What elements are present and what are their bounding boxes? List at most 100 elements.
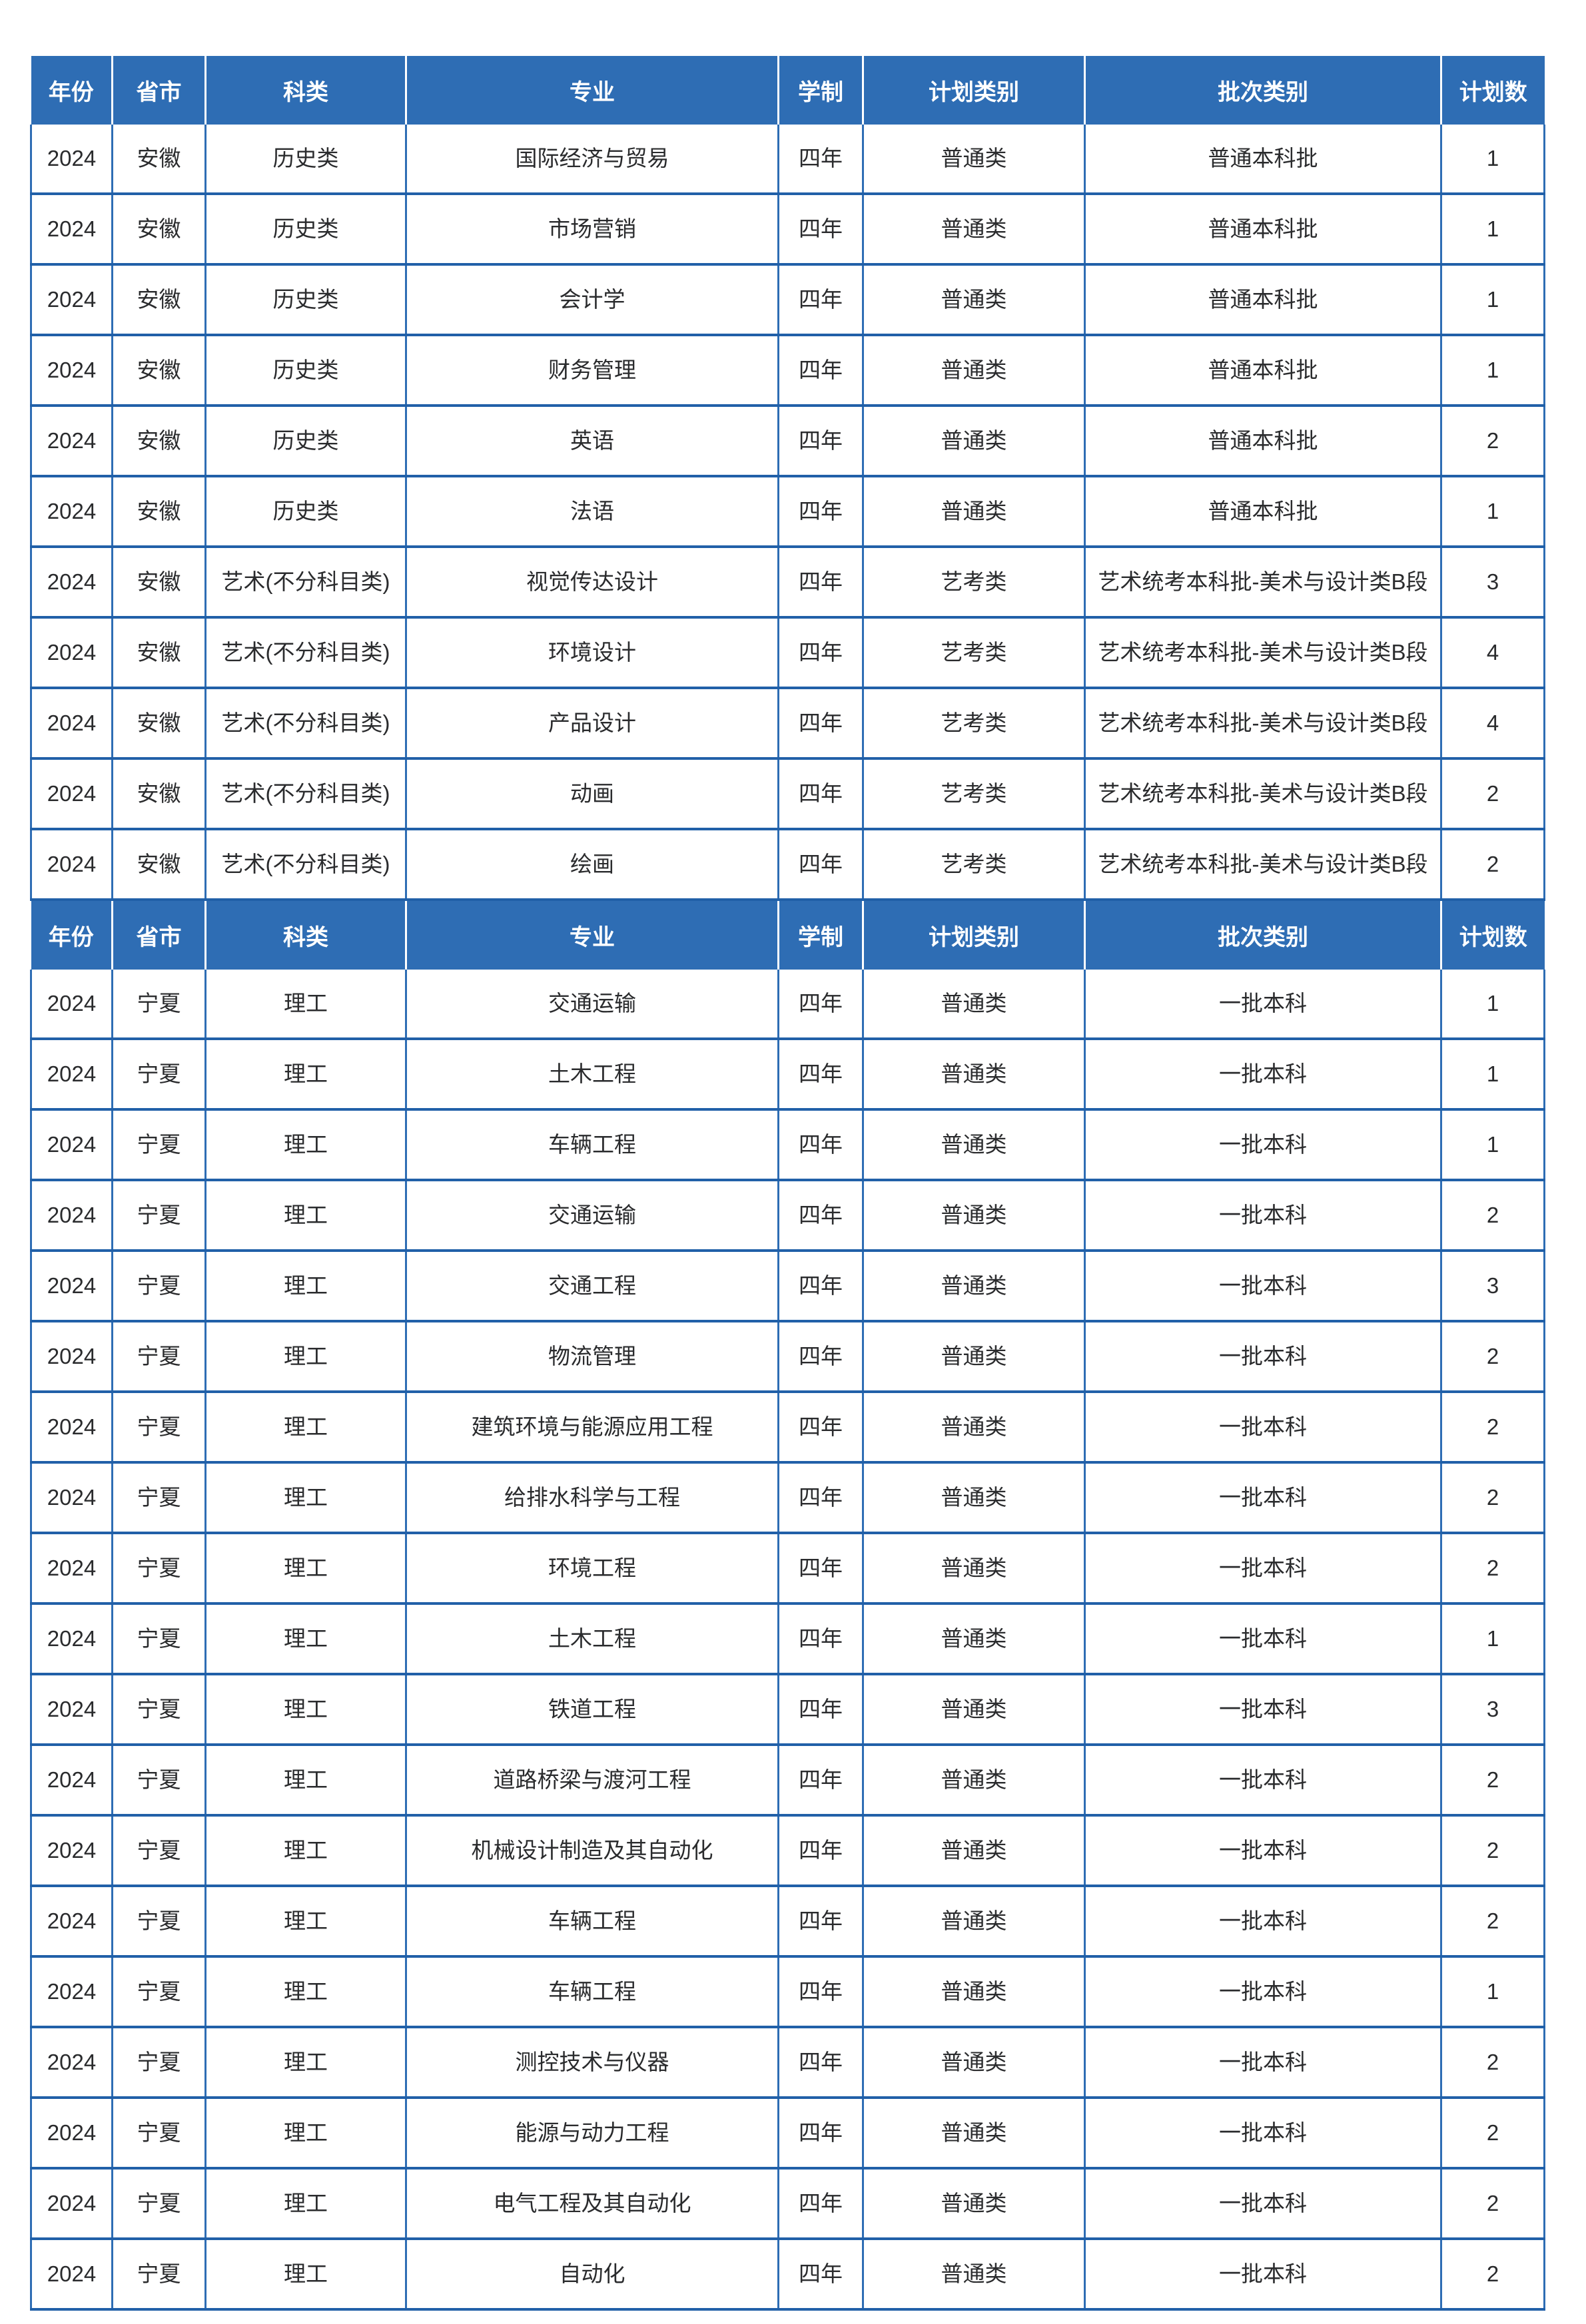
cell-major: 财务管理 xyxy=(405,335,779,407)
cell-batch-type: 一批本科 xyxy=(1084,1603,1442,1675)
cell-subject-category: 艺术(不分科目类) xyxy=(204,547,407,619)
admission-plan-table: 年份 省市 科类 专业 学制 计划类别 批次类别 计划数 2024 安徽 历史类 国际经济与贸易 四年普… xyxy=(30,56,1545,2311)
cell-batch-type: 一批本科 xyxy=(1084,1886,1442,1958)
table-row: 2024 安徽 艺术(不分科目类) 产品设计 四年 艺考类 艺术统考本科批-美术与设计类B段… xyxy=(30,688,1545,760)
cell-plan-count: 2 xyxy=(1440,2027,1545,2099)
cell-plan-count: 1 xyxy=(1440,970,1545,1040)
cell-plan-type: 普通类 xyxy=(862,1674,1086,1746)
admission-plan-table-body: 年份 省市 科类 专业 学制 计划类别 批次类别 计划数 2024 安徽 历史类 国际经济与贸易 四年普… xyxy=(30,56,1545,2311)
table-row: 2024 宁夏 理工 环境工程 四年 普通类 一批本科 2 xyxy=(30,1533,1545,1605)
cell-plan-type: 普通类 xyxy=(862,476,1086,548)
cell-province: 宁夏 xyxy=(111,1533,206,1605)
cell-year: 2024 xyxy=(30,2239,113,2311)
table-row: 2024 安徽 历史类 英语 四年 普通类 普通本科批 2 xyxy=(30,406,1545,477)
cell-major: 英语 xyxy=(405,406,779,477)
cell-province: 宁夏 xyxy=(111,1251,206,1322)
column-header: 批次类别 xyxy=(1084,900,1441,970)
cell-major: 车辆工程 xyxy=(405,1956,779,2028)
table-row: 2024 宁夏 理工 自动化 四年 普通类 一批本科 2 xyxy=(30,2239,1545,2311)
cell-year: 2024 xyxy=(30,688,113,760)
cell-year: 2024 xyxy=(30,1039,113,1111)
table-row: 2024 宁夏 理工 车辆工程 四年 普通类 一批本科 2 xyxy=(30,1886,1545,1958)
cell-province: 宁夏 xyxy=(111,2098,206,2170)
cell-year: 2024 xyxy=(30,547,113,619)
cell-subject-category: 理工 xyxy=(204,1886,407,1958)
cell-plan-count: 3 xyxy=(1440,1251,1545,1322)
cell-duration: 四年 xyxy=(777,1251,864,1322)
table-row: 2024 宁夏 理工 给排水科学与工程 四年 普通类 一批本科 2 xyxy=(30,1462,1545,1534)
cell-year: 2024 xyxy=(30,970,113,1040)
cell-plan-count: 2 xyxy=(1440,1886,1545,1958)
cell-province: 宁夏 xyxy=(111,1109,206,1181)
cell-plan-type: 普通类 xyxy=(862,194,1086,266)
cell-major: 电气工程及其自动化 xyxy=(405,2168,779,2240)
cell-duration: 四年 xyxy=(777,1109,864,1181)
cell-major: 物流管理 xyxy=(405,1321,779,1393)
cell-year: 2024 xyxy=(30,1603,113,1675)
column-header: 科类 xyxy=(204,56,406,125)
cell-major: 交通运输 xyxy=(405,1180,779,1252)
cell-year: 2024 xyxy=(30,617,113,689)
cell-plan-count: 4 xyxy=(1440,688,1545,760)
column-header: 年份 xyxy=(31,900,113,970)
cell-year: 2024 xyxy=(30,1886,113,1958)
cell-plan-count: 2 xyxy=(1440,2098,1545,2170)
cell-plan-count: 3 xyxy=(1440,547,1545,619)
column-header: 年份 xyxy=(31,56,113,125)
cell-plan-type: 普通类 xyxy=(862,2239,1086,2311)
column-header: 计划数 xyxy=(1440,56,1545,125)
cell-subject-category: 理工 xyxy=(204,2027,407,2099)
cell-year: 2024 xyxy=(30,1533,113,1605)
cell-duration: 四年 xyxy=(777,1603,864,1675)
cell-year: 2024 xyxy=(30,1815,113,1887)
table-row: 2024 宁夏 理工 交通工程 四年 普通类 一批本科 3 xyxy=(30,1251,1545,1322)
cell-subject-category: 理工 xyxy=(204,1745,407,1817)
cell-year: 2024 xyxy=(30,758,113,830)
cell-year: 2024 xyxy=(30,1956,113,2028)
cell-province: 宁夏 xyxy=(111,1745,206,1817)
cell-plan-count: 1 xyxy=(1440,1603,1545,1675)
cell-province: 宁夏 xyxy=(111,1603,206,1675)
cell-batch-type: 普通本科批 xyxy=(1084,406,1442,477)
cell-province: 安徽 xyxy=(111,547,206,619)
cell-plan-count: 1 xyxy=(1440,335,1545,407)
cell-major: 能源与动力工程 xyxy=(405,2098,779,2170)
cell-subject-category: 历史类 xyxy=(204,406,407,477)
cell-subject-category: 理工 xyxy=(204,2098,407,2170)
cell-province: 宁夏 xyxy=(111,970,206,1040)
cell-plan-count: 2 xyxy=(1440,1745,1545,1817)
cell-province: 安徽 xyxy=(111,476,206,548)
cell-major: 测控技术与仪器 xyxy=(405,2027,779,2099)
column-header: 专业 xyxy=(405,56,779,125)
cell-year: 2024 xyxy=(30,1462,113,1534)
cell-subject-category: 理工 xyxy=(204,1180,407,1252)
cell-plan-type: 普通类 xyxy=(862,1603,1086,1675)
cell-plan-type: 普通类 xyxy=(862,1251,1086,1322)
cell-batch-type: 一批本科 xyxy=(1084,1533,1442,1605)
cell-plan-type: 普通类 xyxy=(862,1886,1086,1958)
cell-duration: 四年 xyxy=(777,2168,864,2240)
cell-duration: 四年 xyxy=(777,617,864,689)
table-row: 2024 安徽 历史类 会计学 四年 普通类 普通本科批 1 xyxy=(30,264,1545,336)
table-row: 2024 宁夏 理工 机械设计制造及其自动化 四年 普通类 一批本科 2 xyxy=(30,1815,1545,1887)
cell-year: 2024 xyxy=(30,1180,113,1252)
cell-major: 道路桥梁与渡河工程 xyxy=(405,1745,779,1817)
cell-duration: 四年 xyxy=(777,2239,864,2311)
cell-duration: 四年 xyxy=(777,1392,864,1464)
cell-subject-category: 理工 xyxy=(204,1815,407,1887)
table-row: 2024 安徽 历史类 国际经济与贸易 四年 普通类 普通本科批 1 xyxy=(30,125,1545,195)
cell-plan-count: 2 xyxy=(1440,1321,1545,1393)
cell-province: 安徽 xyxy=(111,829,206,901)
cell-subject-category: 理工 xyxy=(204,2168,407,2240)
cell-year: 2024 xyxy=(30,2168,113,2240)
cell-year: 2024 xyxy=(30,829,113,901)
cell-plan-type: 普通类 xyxy=(862,1039,1086,1111)
cell-plan-type: 普通类 xyxy=(862,264,1086,336)
cell-major: 车辆工程 xyxy=(405,1886,779,1958)
column-header: 计划类别 xyxy=(862,56,1085,125)
cell-subject-category: 理工 xyxy=(204,1392,407,1464)
cell-province: 宁夏 xyxy=(111,1039,206,1111)
cell-subject-category: 理工 xyxy=(204,2239,407,2311)
cell-year: 2024 xyxy=(30,1321,113,1393)
